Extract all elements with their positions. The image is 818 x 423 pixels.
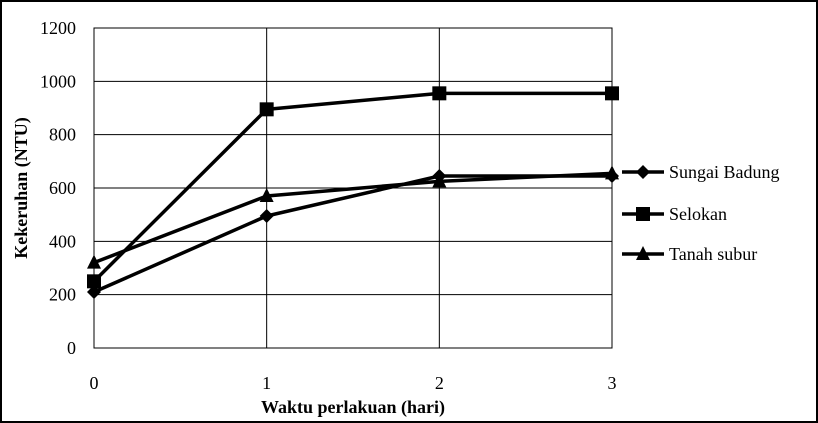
legend-item-tanah-subur: Tanah subur [622, 244, 757, 264]
legend-label-selokan: Selokan [669, 204, 727, 224]
y-axis-tick-labels: 0 200 400 600 800 1000 1200 [40, 18, 76, 358]
legend-marker-tanah-subur [636, 246, 650, 260]
legend-label-sungai-badung: Sungai Badung [669, 162, 780, 182]
data-point-selokan [605, 86, 619, 101]
y-tick-label: 800 [49, 125, 76, 145]
x-tick-label: 2 [435, 373, 444, 393]
y-tick-label: 200 [49, 285, 76, 305]
legend-item-selokan: Selokan [622, 204, 727, 224]
y-tick-label: 400 [49, 231, 76, 251]
series-lines [92, 91, 613, 294]
legend-item-sungai-badung: Sungai Badung [622, 162, 780, 182]
y-axis-title: Kekeruhan (NTU) [11, 117, 32, 259]
y-tick-label: 600 [49, 178, 76, 198]
plot-area [93, 27, 613, 349]
data-point-sungai-badung [87, 285, 101, 299]
data-point-selokan [259, 102, 274, 117]
data-point-tanah-subur [605, 165, 619, 180]
legend-label-tanah-subur: Tanah subur [669, 244, 757, 264]
data-point-tanah-subur [259, 188, 274, 202]
data-point-tanah-subur [87, 254, 101, 269]
legend-marker-sungai-badung [636, 165, 650, 179]
series-line-selokan [92, 91, 612, 283]
legend-marker-selokan [636, 207, 650, 221]
series-line-tanah-subur [93, 171, 613, 265]
x-tick-label: 0 [90, 373, 99, 393]
x-tick-label: 1 [262, 373, 271, 393]
x-tick-label: 3 [608, 373, 617, 393]
x-axis-title: Waktu perlakuan (hari) [261, 397, 445, 418]
y-tick-label: 1000 [40, 71, 76, 91]
y-tick-label: 0 [67, 338, 76, 358]
data-point-selokan [87, 274, 101, 289]
x-axis-tick-labels: 0 1 2 3 [90, 373, 617, 393]
y-tick-label: 1200 [40, 18, 76, 38]
legend: Sungai Badung Selokan Tanah subur [622, 162, 780, 264]
series-markers [87, 86, 619, 299]
data-point-sungai-badung [259, 209, 274, 223]
data-point-selokan [432, 86, 447, 101]
data-point-tanah-subur [432, 173, 447, 188]
